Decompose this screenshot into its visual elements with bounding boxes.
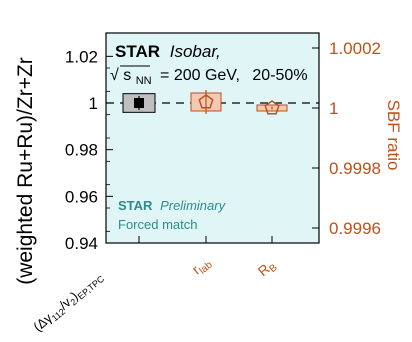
legend-energy: = 200 GeV, — [160, 67, 240, 84]
y-tick-label-left: 0.98 — [65, 141, 98, 160]
y-tick-label-left: 0.94 — [65, 234, 98, 253]
legend-sqrt-sub: NN — [136, 75, 152, 87]
svg-text:STAR Preliminary: STAR Preliminary — [118, 198, 227, 213]
preliminary-annotation: STAR Preliminary Forced match — [118, 198, 227, 232]
annotation-preliminary: Preliminary — [160, 198, 227, 213]
legend-star-label: STAR — [115, 42, 160, 61]
y-tick-label-right: 0.9996 — [329, 219, 381, 238]
y-tick-label-right: 1.0002 — [329, 39, 381, 58]
legend-sqrt-arg: s — [123, 67, 131, 84]
svg-text:STAR Isobar,: STAR Isobar, — [115, 42, 221, 61]
y-tick-label-right: 0.9998 — [329, 159, 381, 178]
y-tick-label-left: 1.02 — [65, 47, 98, 66]
x-category-labels: (Δγ112/v2)EP,TPC rlab RB — [30, 253, 280, 336]
y-tick-label-left: 0.96 — [65, 187, 98, 206]
legend-centrality: 20-50% — [252, 67, 307, 84]
y-axis-label-right: SBF ratio — [384, 100, 403, 171]
y-tick-label-left: 1 — [89, 94, 98, 113]
annotation-forced-match: Forced match — [118, 217, 197, 232]
x-label-r-b: RB — [255, 256, 280, 282]
data-point — [134, 98, 144, 108]
legend: STAR Isobar, √ s NN = 200 GeV, 20-50% — [110, 42, 308, 88]
legend-sqrt-symbol: √ — [110, 67, 119, 84]
legend-isobar-label: Isobar, — [170, 42, 221, 61]
svg-text:√ s NN = 200: √ s NN = 200 GeV, 20-50% — [110, 67, 308, 88]
plot-area-background — [106, 33, 319, 243]
data-point — [198, 94, 214, 109]
x-label-r-lab: rlab — [189, 253, 215, 279]
y-axis-label-left: (weighted Ru+Ru)/Zr+Zr — [14, 57, 37, 285]
annotation-star: STAR — [118, 198, 153, 213]
data-point — [264, 100, 280, 115]
x-label-delta-gamma: (Δγ112/v2)EP,TPC — [30, 268, 106, 336]
y-tick-label-right: 1 — [329, 99, 338, 118]
